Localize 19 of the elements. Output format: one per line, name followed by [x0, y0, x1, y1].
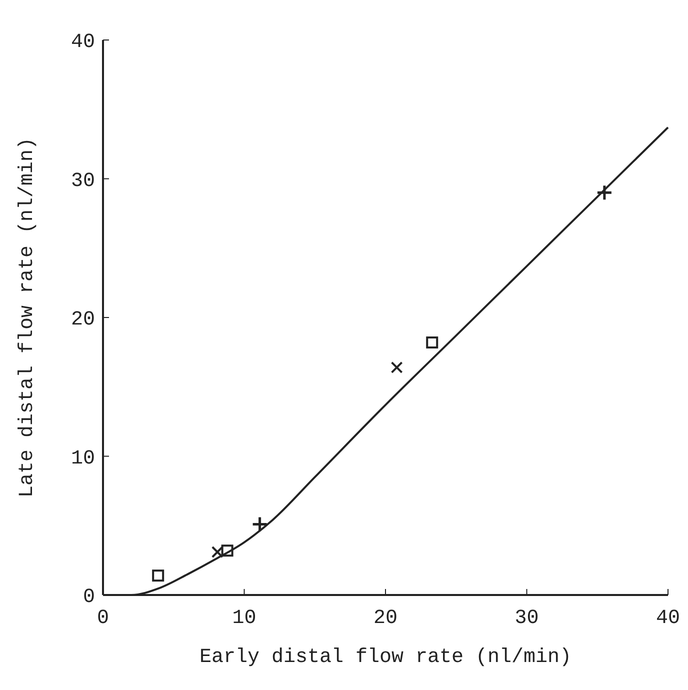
point	[221, 544, 234, 557]
y-tick-label: 40	[70, 31, 95, 54]
x-tick-label: 20	[373, 607, 398, 630]
point	[211, 546, 224, 558]
x-tick-label: 30	[514, 607, 539, 630]
point	[152, 570, 164, 582]
y-tick-label: 30	[70, 170, 95, 193]
y-tick-label: 10	[70, 447, 95, 470]
y-tick-label: 20	[70, 308, 95, 332]
point	[390, 361, 403, 374]
y-axis-title: Late distal flow rate (nl/min)	[16, 137, 39, 498]
x-axis-title: Early distal flow rate (nl/min)	[199, 646, 572, 669]
point	[426, 336, 438, 348]
x-tick-label: 10	[232, 607, 256, 630]
y-tick-label: 0	[82, 586, 95, 609]
x-tick-label: 0	[96, 607, 110, 630]
point	[252, 516, 268, 532]
x-tick-label: 40	[656, 607, 680, 630]
point	[596, 184, 613, 201]
